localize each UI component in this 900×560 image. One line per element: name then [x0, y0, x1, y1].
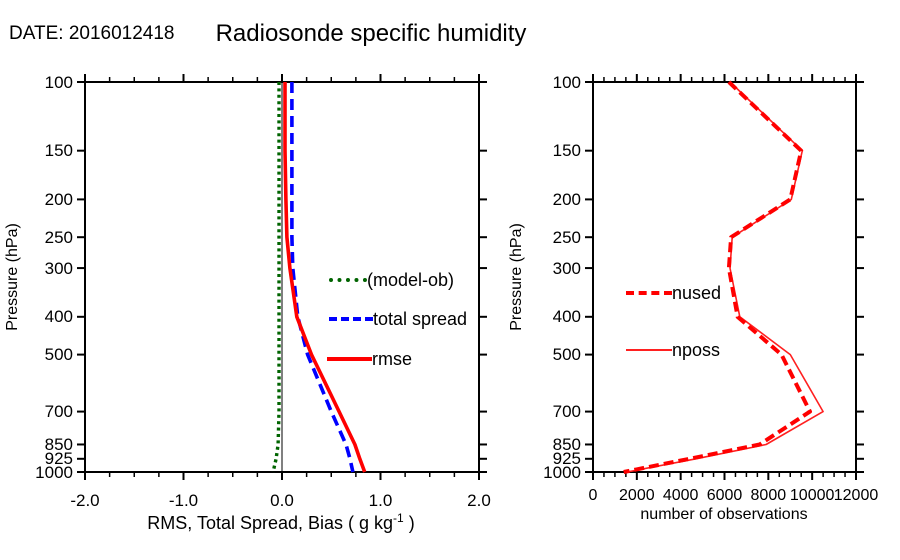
- model-ob-line-sample: [329, 278, 367, 282]
- legend-label-rmse: rmse: [372, 349, 412, 369]
- left-y-tick-label: 500: [44, 345, 73, 365]
- nposs-line-sample: [626, 349, 672, 351]
- right-y-tick-label: 700: [552, 402, 581, 422]
- left-x-axis-title-superscript: -1: [393, 511, 404, 525]
- legend-item-nused: nused: [626, 284, 721, 302]
- right-x-axis-title: number of observations: [640, 506, 808, 523]
- legend-label-nused: nused: [672, 283, 722, 303]
- total-spread-line-sample: [329, 317, 373, 321]
- right-x-tick-label: 0: [588, 487, 598, 504]
- right-y-tick-label: 500: [552, 345, 581, 365]
- left-x-tick-label: 2.0: [467, 491, 491, 510]
- right-y-tick-label: 1000: [543, 462, 581, 482]
- left-y-tick-label: 250: [44, 227, 73, 247]
- figure-title: Radiosonde specific humidity: [215, 20, 527, 47]
- left-y-tick-label: 400: [44, 307, 73, 327]
- right-plot-box: [592, 81, 857, 473]
- total-spread-curve: [290, 82, 355, 473]
- right-x-tick-label: 10000: [789, 487, 835, 504]
- rmse-line-sample: [327, 357, 372, 361]
- left-y-tick-label: 1000: [35, 462, 73, 482]
- right-x-tick-label: 2000: [619, 487, 655, 504]
- date-label: DATE: 2016012418: [9, 23, 175, 44]
- legend-item-rmse: rmse: [327, 350, 412, 368]
- left-y-tick-label: 150: [44, 141, 73, 161]
- right-y-tick-label: 300: [552, 258, 581, 278]
- left-x-axis-title-main: RMS, Total Spread, Bias ( g kg: [147, 513, 394, 533]
- left-y-tick-label: 850: [44, 434, 73, 454]
- rmse-curve: [283, 82, 367, 473]
- legend-item-total-spread: total spread: [329, 310, 467, 328]
- model-ob-curve: [271, 82, 281, 473]
- right-x-tick-label: 8000: [750, 487, 787, 504]
- left-x-tick-label: 0.0: [270, 491, 294, 510]
- right-y-tick-label: 925: [552, 449, 581, 469]
- left-x-axis-title: RMS, Total Spread, Bias ( g kg-1 ): [147, 511, 414, 534]
- legend-label-model-ob: (model-ob): [367, 270, 455, 290]
- nused-line-sample: [626, 291, 672, 295]
- nused-curve: [623, 80, 812, 474]
- left-x-tick-label: -1.0: [168, 491, 199, 510]
- right-y-tick-label: 100: [552, 72, 581, 92]
- left-y-tick-label: 200: [44, 189, 73, 209]
- left-x-tick-label: -2.0: [70, 491, 100, 510]
- left-x-tick-label: 1.0: [368, 491, 393, 510]
- left-y-tick-label: 100: [44, 72, 73, 92]
- right-y-tick-label: 200: [552, 189, 581, 209]
- legend-label-total-spread: total spread: [373, 309, 468, 329]
- right-y-axis-title: Pressure (hPa): [508, 223, 525, 331]
- legend-item-nposs: nposs: [626, 341, 720, 359]
- right-x-tick-label: 12000: [833, 487, 879, 504]
- right-x-tick-label: 4000: [662, 487, 699, 504]
- right-y-tick-label: 250: [552, 227, 581, 247]
- left-x-axis-title-end: ): [403, 513, 415, 533]
- left-y-tick-label: 925: [44, 449, 73, 469]
- right-x-tick-label: 6000: [706, 487, 743, 504]
- right-y-tick-label: 150: [552, 141, 581, 161]
- left-y-tick-label: 300: [44, 258, 73, 278]
- legend-item-model-ob: (model-ob): [329, 271, 454, 289]
- nposs-curve: [626, 81, 824, 473]
- right-y-tick-label: 400: [552, 307, 581, 327]
- left-y-tick-label: 700: [44, 402, 73, 422]
- left-y-axis-title: Pressure (hPa): [4, 223, 21, 331]
- legend-label-nposs: nposs: [672, 340, 721, 360]
- right-y-tick-label: 850: [552, 434, 581, 454]
